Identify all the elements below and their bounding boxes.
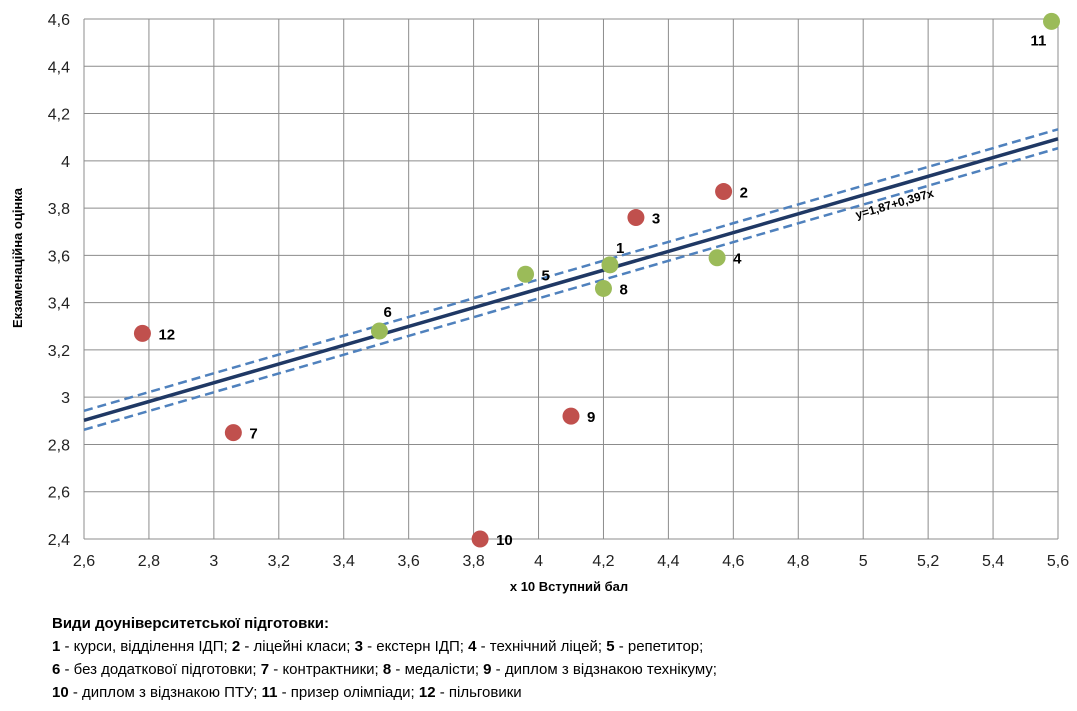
legend-item-number: 3 xyxy=(354,638,363,655)
x-tick-label: 4,4 xyxy=(657,553,679,570)
x-tick-label: 3 xyxy=(209,553,218,570)
x-tick-label: 5 xyxy=(859,553,868,570)
x-axis-label: x 10 Вступний бал xyxy=(510,579,628,594)
legend-item-number: 8 xyxy=(382,661,392,678)
legend-item-number: 10 xyxy=(52,684,69,701)
data-point-label: 4 xyxy=(733,251,742,268)
y-tick-labels: 2,4 2,6 2,8 3 3,2 3,4 3,6 3,8 4 4,2 4,4 4,6 xyxy=(48,12,70,549)
legend-item-number: 11 xyxy=(261,684,278,701)
y-tick-label: 2,4 xyxy=(48,532,70,549)
y-tick-label: 4,2 xyxy=(48,107,70,124)
confidence-bound-line xyxy=(83,128,1059,413)
legend-item-text: - репетитор; xyxy=(614,638,704,655)
y-tick-label: 4,4 xyxy=(48,59,70,76)
regression-line-group: y=1,87+0,397x xyxy=(83,137,1059,422)
data-point-6 xyxy=(370,322,388,340)
legend-item-text: - медалісти; xyxy=(391,661,484,678)
y-tick-label: 3 xyxy=(61,390,70,407)
data-point-1 xyxy=(601,256,619,274)
y-tick-label: 2,8 xyxy=(48,437,70,454)
x-tick-label: 3,2 xyxy=(268,553,290,570)
legend-item-text: - технічний ліцей; xyxy=(476,638,607,655)
legend-item-text: - призер олімпіади; xyxy=(277,684,419,701)
confidence-band xyxy=(83,128,1059,431)
x-tick-labels: 2,6 2,8 3 3,2 3,4 3,6 3,8 4 4,2 4,4 4,6 4,8 5 5,2 5,4 5… xyxy=(73,553,1069,570)
legend-item-number: 5 xyxy=(606,638,615,655)
x-tick-label: 2,8 xyxy=(138,553,160,570)
y-tick-label: 3,4 xyxy=(48,296,70,313)
x-tick-label: 2,6 xyxy=(73,553,95,570)
legend-lines: 1 - курси, відділення ІДП; 2 - ліцейні к… xyxy=(52,635,1052,704)
data-point-10 xyxy=(471,530,489,548)
legend-item-text: - курси, відділення ІДП; xyxy=(60,638,232,655)
legend-item-text: - диплом з відзнакою технікуму; xyxy=(491,661,717,678)
data-point-label: 12 xyxy=(158,326,175,343)
legend-item-number: 9 xyxy=(483,661,492,678)
legend-item-text: - контрактники; xyxy=(269,661,383,678)
x-tick-label: 4 xyxy=(534,553,543,570)
data-point-label: 2 xyxy=(740,185,748,202)
legend-item-text: - без додаткової підготовки; xyxy=(60,661,261,678)
x-tick-label: 5,6 xyxy=(1047,553,1069,570)
x-tick-label: 3,8 xyxy=(462,553,484,570)
legend-item-number: 7 xyxy=(260,661,270,678)
data-point-11 xyxy=(1043,12,1061,30)
legend: Види доуніверситетської підготовки: 1 - … xyxy=(52,612,1052,704)
data-point-label: 6 xyxy=(383,304,391,321)
data-point-label: 9 xyxy=(587,409,595,426)
data-point-label: 8 xyxy=(619,281,627,298)
y-tick-label: 3,2 xyxy=(48,343,70,360)
data-point-2 xyxy=(715,183,733,201)
legend-line: 1 - курси, відділення ІДП; 2 - ліцейні к… xyxy=(52,635,1052,658)
x-tick-label: 4,2 xyxy=(592,553,614,570)
x-tick-label: 4,8 xyxy=(787,553,809,570)
data-point-3 xyxy=(627,209,645,227)
legend-item-number: 2 xyxy=(231,638,241,655)
legend-item-number: 1 xyxy=(52,638,61,655)
data-point-8 xyxy=(594,279,612,297)
data-point-label: 1 xyxy=(616,240,624,257)
data-point-9 xyxy=(562,407,580,425)
y-tick-label: 4 xyxy=(61,154,70,171)
legend-item-text: - ліцейні класи; xyxy=(240,638,355,655)
data-point-label: 3 xyxy=(652,211,660,228)
legend-item-text: - екстерн ІДП; xyxy=(362,638,469,655)
data-point-label: 5 xyxy=(542,267,550,284)
data-point-4 xyxy=(708,249,726,267)
regression-equation: y=1,87+0,397x xyxy=(854,186,936,222)
y-axis-label: Екзаменаційна оцінка xyxy=(10,187,25,328)
regression-line xyxy=(83,137,1059,422)
x-tick-label: 3,4 xyxy=(333,553,355,570)
confidence-bound-line xyxy=(83,147,1059,431)
legend-line: 10 - диплом з відзнакою ПТУ; 11 - призер… xyxy=(52,681,1052,704)
legend-title: Види доуніверситетської підготовки: xyxy=(52,615,330,632)
gridlines xyxy=(83,18,1059,540)
y-tick-label: 3,6 xyxy=(48,248,70,265)
data-point-label: 11 xyxy=(1031,32,1047,49)
y-tick-label: 3,8 xyxy=(48,201,70,218)
data-point-5 xyxy=(517,265,535,283)
x-tick-label: 3,6 xyxy=(398,553,420,570)
legend-item-number: 4 xyxy=(468,638,477,655)
y-tick-label: 4,6 xyxy=(48,12,70,29)
x-tick-label: 5,2 xyxy=(917,553,939,570)
data-point-7 xyxy=(224,424,242,442)
legend-item-number: 6 xyxy=(52,661,61,678)
legend-item-text: - пільговики xyxy=(435,684,522,701)
x-tick-label: 5,4 xyxy=(982,553,1004,570)
legend-item-text: - диплом з відзнакою ПТУ; xyxy=(68,684,262,701)
data-point-label: 7 xyxy=(249,426,257,443)
legend-item-number: 12 xyxy=(418,684,436,701)
data-point-label: 10 xyxy=(496,532,513,549)
x-tick-label: 4,6 xyxy=(722,553,744,570)
data-point-12 xyxy=(133,324,151,342)
legend-line: 6 - без додаткової підготовки; 7 - контр… xyxy=(52,658,1052,681)
y-tick-label: 2,6 xyxy=(48,485,70,502)
